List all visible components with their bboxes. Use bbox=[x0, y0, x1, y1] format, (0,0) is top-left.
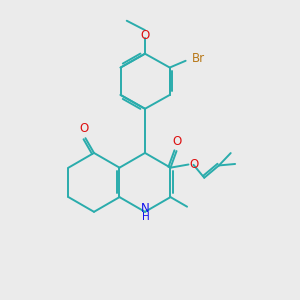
Text: O: O bbox=[140, 29, 150, 42]
Text: O: O bbox=[172, 134, 182, 148]
Text: O: O bbox=[80, 122, 88, 135]
Text: Br: Br bbox=[191, 52, 205, 64]
Text: H: H bbox=[142, 212, 149, 222]
Text: N: N bbox=[141, 202, 150, 215]
Text: O: O bbox=[190, 158, 199, 171]
